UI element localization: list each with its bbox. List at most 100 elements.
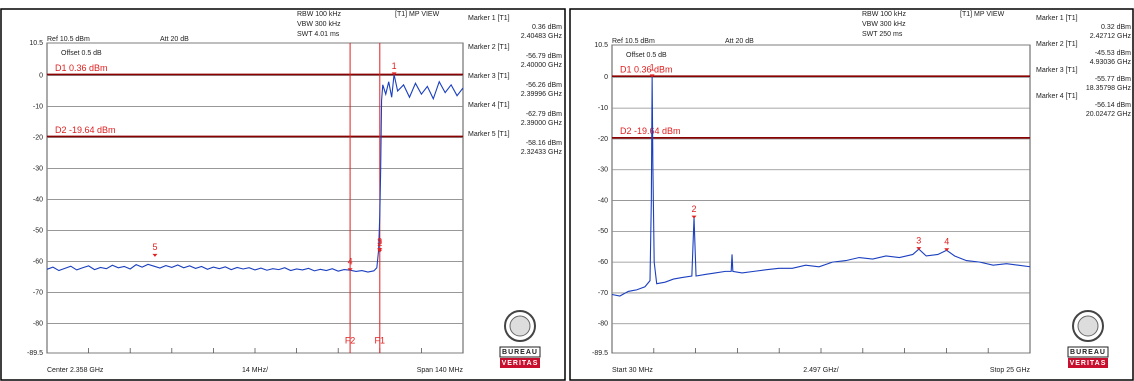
marker-level: -45.53 dBm <box>1095 50 1131 57</box>
marker <box>649 74 655 78</box>
y-tick-label: -40 <box>33 196 43 203</box>
vbw: VBW 300 kHz <box>862 21 906 28</box>
marker-tag: 4 <box>944 237 949 247</box>
y-tick-label: -10 <box>598 105 608 112</box>
logo-seal-inner <box>509 315 531 337</box>
logo-text: BUREAU <box>502 349 538 356</box>
y-tick-label: -50 <box>598 228 608 235</box>
offset: Offset 0.5 dB <box>61 50 102 57</box>
logo-text: VERITAS <box>502 360 539 367</box>
vbw: VBW 300 kHz <box>297 21 341 28</box>
marker-name: Marker 3 [T1] <box>468 73 510 80</box>
y-tick-label: 0 <box>39 72 43 79</box>
rbw: RBW 100 kHz <box>297 11 341 18</box>
marker-level: -55.77 dBm <box>1095 76 1131 83</box>
marker-frequency: 4.93036 GHz <box>1090 59 1132 66</box>
y-tick-label: -70 <box>33 289 43 296</box>
marker-tag: 4 <box>348 257 353 267</box>
chart-panel: RBW 100 kHz VBW 300 kHz SWT 4.01 ms [T1] MP… <box>0 8 566 381</box>
marker-level: -56.14 dBm <box>1095 102 1131 109</box>
marker-name: Marker 2 [T1] <box>1036 41 1078 48</box>
x-end-label: Stop 25 GHz <box>990 367 1031 374</box>
frequency-line-label: F1 <box>375 335 386 345</box>
marker-frequency: 2.42712 GHz <box>1090 33 1132 40</box>
mode: [T1] MP VIEW <box>960 11 1005 18</box>
x-end-label: Span 140 MHz <box>417 367 464 374</box>
logo-bottom <box>500 358 540 368</box>
attenuation: Att 20 dB <box>160 36 189 43</box>
y-tick-label: 10.5 <box>594 42 608 49</box>
marker-level: 0.32 dBm <box>1101 24 1131 31</box>
y-tick-label: 0 <box>604 74 608 81</box>
y-tick-label: -10 <box>33 103 43 110</box>
marker-name: Marker 1 [T1] <box>468 15 510 22</box>
rbw: RBW 100 kHz <box>862 11 906 18</box>
logo-top <box>1067 346 1109 358</box>
marker-level: -58.16 dBm <box>526 140 562 147</box>
logo-bottom <box>1068 358 1108 368</box>
logo-text: BUREAU <box>1070 349 1106 356</box>
display-line-label: D1 0.36 dBm <box>620 65 673 75</box>
y-tick-label: -89.5 <box>592 350 608 357</box>
marker-name: Marker 5 [T1] <box>468 131 510 138</box>
marker-frequency: 20.02472 GHz <box>1086 111 1132 118</box>
x-start-label: Center 2.358 GHz <box>47 367 104 374</box>
swt: SWT 250 ms <box>862 31 903 38</box>
marker-tag: 3 <box>377 236 382 246</box>
x-div-label: 14 MHz/ <box>242 367 268 374</box>
display-line-label: D2 -19.64 dBm <box>55 125 116 135</box>
marker-tag: 3 <box>916 235 921 245</box>
marker-level: -56.26 dBm <box>526 82 562 89</box>
marker <box>391 72 397 76</box>
x-start-label: Start 30 MHz <box>612 367 653 374</box>
logo-seal-inner <box>1077 315 1099 337</box>
marker-tag: 2 <box>692 204 697 214</box>
x-div-label: 2.497 GHz/ <box>803 367 838 374</box>
attenuation: Att 20 dB <box>725 38 754 45</box>
y-tick-label: -30 <box>598 167 608 174</box>
logo-top <box>499 346 541 358</box>
y-tick-label: -30 <box>33 165 43 172</box>
y-tick-label: -40 <box>598 197 608 204</box>
marker-frequency: 2.32433 GHz <box>521 149 563 156</box>
y-tick-label: -89.5 <box>27 350 43 357</box>
plot-area <box>46 42 464 354</box>
y-tick-label: -80 <box>598 321 608 328</box>
marker <box>944 248 950 252</box>
marker-frequency: 2.40000 GHz <box>521 62 563 69</box>
y-tick-label: -60 <box>598 259 608 266</box>
swt: SWT 4.01 ms <box>297 31 340 38</box>
marker-tag: 1 <box>392 61 397 71</box>
marker-name: Marker 2 [T1] <box>468 44 510 51</box>
marker <box>916 247 922 251</box>
chart-panel: RBW 100 kHz VBW 300 kHz SWT 250 ms [T1] MP … <box>569 8 1134 381</box>
marker-name: Marker 1 [T1] <box>1036 15 1078 22</box>
y-tick-label: -50 <box>33 227 43 234</box>
plot-area <box>611 44 1031 354</box>
marker-level: -56.79 dBm <box>526 53 562 60</box>
y-tick-label: -60 <box>33 258 43 265</box>
marker <box>347 268 353 272</box>
marker-frequency: 18.35798 GHz <box>1086 85 1132 92</box>
y-tick-label: 10.5 <box>29 40 43 47</box>
marker-name: Marker 4 [T1] <box>468 102 510 109</box>
marker <box>377 249 383 253</box>
marker-tag: 5 <box>152 242 157 252</box>
trace <box>46 74 464 273</box>
trace <box>611 76 1031 297</box>
marker-name: Marker 4 [T1] <box>1036 93 1078 100</box>
y-tick-label: -70 <box>598 290 608 297</box>
display-line-label: D2 -19.64 dBm <box>620 126 681 136</box>
y-tick-label: -20 <box>598 136 608 143</box>
marker-name: Marker 3 [T1] <box>1036 67 1078 74</box>
offset: Offset 0.5 dB <box>626 52 667 59</box>
display-line-label: D1 0.36 dBm <box>55 63 108 73</box>
marker-frequency: 2.40483 GHz <box>521 33 563 40</box>
marker <box>152 253 158 257</box>
mode: [T1] MP VIEW <box>395 11 440 18</box>
marker-tag: 1 <box>650 63 655 73</box>
marker-frequency: 2.39996 GHz <box>521 91 563 98</box>
ref-level: Ref 10.5 dBm <box>47 36 90 43</box>
marker-level: -62.79 dBm <box>526 111 562 118</box>
marker-tag: 2 <box>377 238 382 248</box>
